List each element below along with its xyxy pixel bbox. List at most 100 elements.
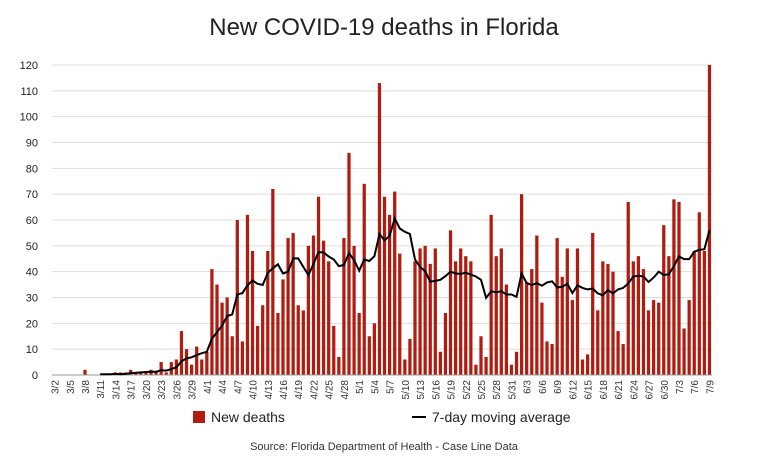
x-tick-label: 4/7: [233, 380, 244, 394]
x-tick-label: 5/13: [416, 380, 427, 400]
bar: [327, 261, 331, 375]
y-tick-label: 70: [26, 189, 38, 201]
bar: [657, 302, 661, 375]
x-tick-label: 7/9: [705, 380, 716, 394]
bar: [296, 305, 300, 375]
bar: [205, 351, 209, 375]
bar: [139, 372, 143, 375]
bar: [636, 256, 641, 375]
x-tick-label: 6/18: [599, 380, 610, 400]
bar: [352, 245, 356, 375]
bar: [281, 279, 285, 375]
x-tick-label: 6/12: [568, 380, 579, 400]
bar: [606, 263, 610, 375]
bar: [616, 331, 620, 375]
bar: [154, 372, 158, 375]
bar: [418, 248, 422, 375]
bar: [286, 238, 290, 375]
y-tick-label: 110: [20, 86, 38, 98]
bar: [611, 271, 615, 375]
x-tick-label: 5/10: [401, 380, 412, 400]
bar: [306, 245, 311, 375]
x-tick-label: 6/30: [660, 380, 671, 400]
bar: [448, 230, 453, 375]
y-tick-label: 20: [26, 318, 38, 330]
bar: [474, 364, 478, 375]
bar: [479, 336, 483, 375]
bar: [459, 248, 463, 375]
x-tick-label: 5/28: [492, 380, 503, 400]
y-tick-label: 50: [26, 241, 38, 253]
bar: [692, 251, 696, 375]
bar: [702, 251, 707, 375]
bar: [321, 240, 326, 375]
x-tick-label: 6/27: [645, 380, 656, 400]
bar: [428, 263, 432, 375]
bar: [626, 201, 630, 375]
bar: [509, 364, 514, 375]
bar: [200, 359, 204, 375]
x-tick-label: 3/11: [96, 380, 107, 399]
bar: [164, 372, 168, 375]
x-tick-label: 6/3: [523, 380, 534, 394]
bar: [707, 65, 712, 375]
bar: [357, 313, 361, 375]
moving-average-line: [100, 215, 711, 376]
bar: [535, 235, 539, 375]
x-tick-label: 5/4: [370, 380, 381, 394]
y-tick-label: 60: [26, 215, 38, 227]
bar: [311, 235, 316, 375]
bar: [560, 276, 564, 375]
x-tick-label: 5/31: [507, 380, 518, 400]
y-tick-label: 10: [26, 344, 38, 356]
bar: [250, 251, 255, 375]
y-tick-label: 0: [32, 370, 38, 382]
x-tick-label: 6/15: [584, 380, 595, 400]
x-tick-label: 5/1: [355, 380, 366, 394]
bar: [641, 269, 646, 375]
x-tick-label: 7/6: [690, 380, 701, 394]
bar: [682, 328, 686, 375]
x-tick-label: 6/6: [538, 380, 549, 394]
bar: [347, 152, 351, 375]
bar: [342, 238, 346, 375]
bar: [362, 183, 366, 375]
bar: [403, 359, 407, 375]
x-tick-label: 3/17: [127, 380, 138, 400]
bar: [210, 269, 214, 375]
x-tick-label: 6/24: [629, 380, 640, 400]
bar: [530, 269, 534, 375]
bar: [184, 349, 189, 375]
bar: [159, 362, 163, 375]
bar: [550, 344, 554, 375]
bar: [266, 251, 270, 375]
bar: [514, 351, 519, 375]
bar: [195, 346, 199, 375]
y-tick-label: 80: [26, 163, 38, 175]
bar: [565, 248, 569, 375]
x-tick-label: 3/29: [188, 380, 199, 400]
bar: [230, 336, 234, 375]
x-tick-label: 3/20: [142, 380, 153, 400]
bar: [646, 310, 651, 375]
bar: [621, 344, 625, 375]
x-tick-label: 4/1: [203, 380, 214, 394]
bar: [601, 261, 605, 375]
bar: [438, 351, 443, 375]
bar: [453, 261, 458, 375]
legend-label: New deaths: [211, 409, 285, 425]
bar: [337, 356, 341, 375]
bar: [332, 325, 336, 375]
bar: [591, 232, 595, 375]
y-tick-label: 30: [26, 293, 38, 305]
bar: [276, 313, 280, 375]
x-tick-label: 5/16: [431, 380, 442, 400]
x-tick-label: 3/26: [172, 380, 183, 400]
x-tick-label: 7/3: [675, 380, 686, 394]
x-tick-label: 5/7: [386, 380, 397, 394]
bar: [261, 305, 265, 375]
bar: [677, 201, 681, 375]
bar: [667, 256, 671, 375]
bar: [570, 300, 575, 375]
